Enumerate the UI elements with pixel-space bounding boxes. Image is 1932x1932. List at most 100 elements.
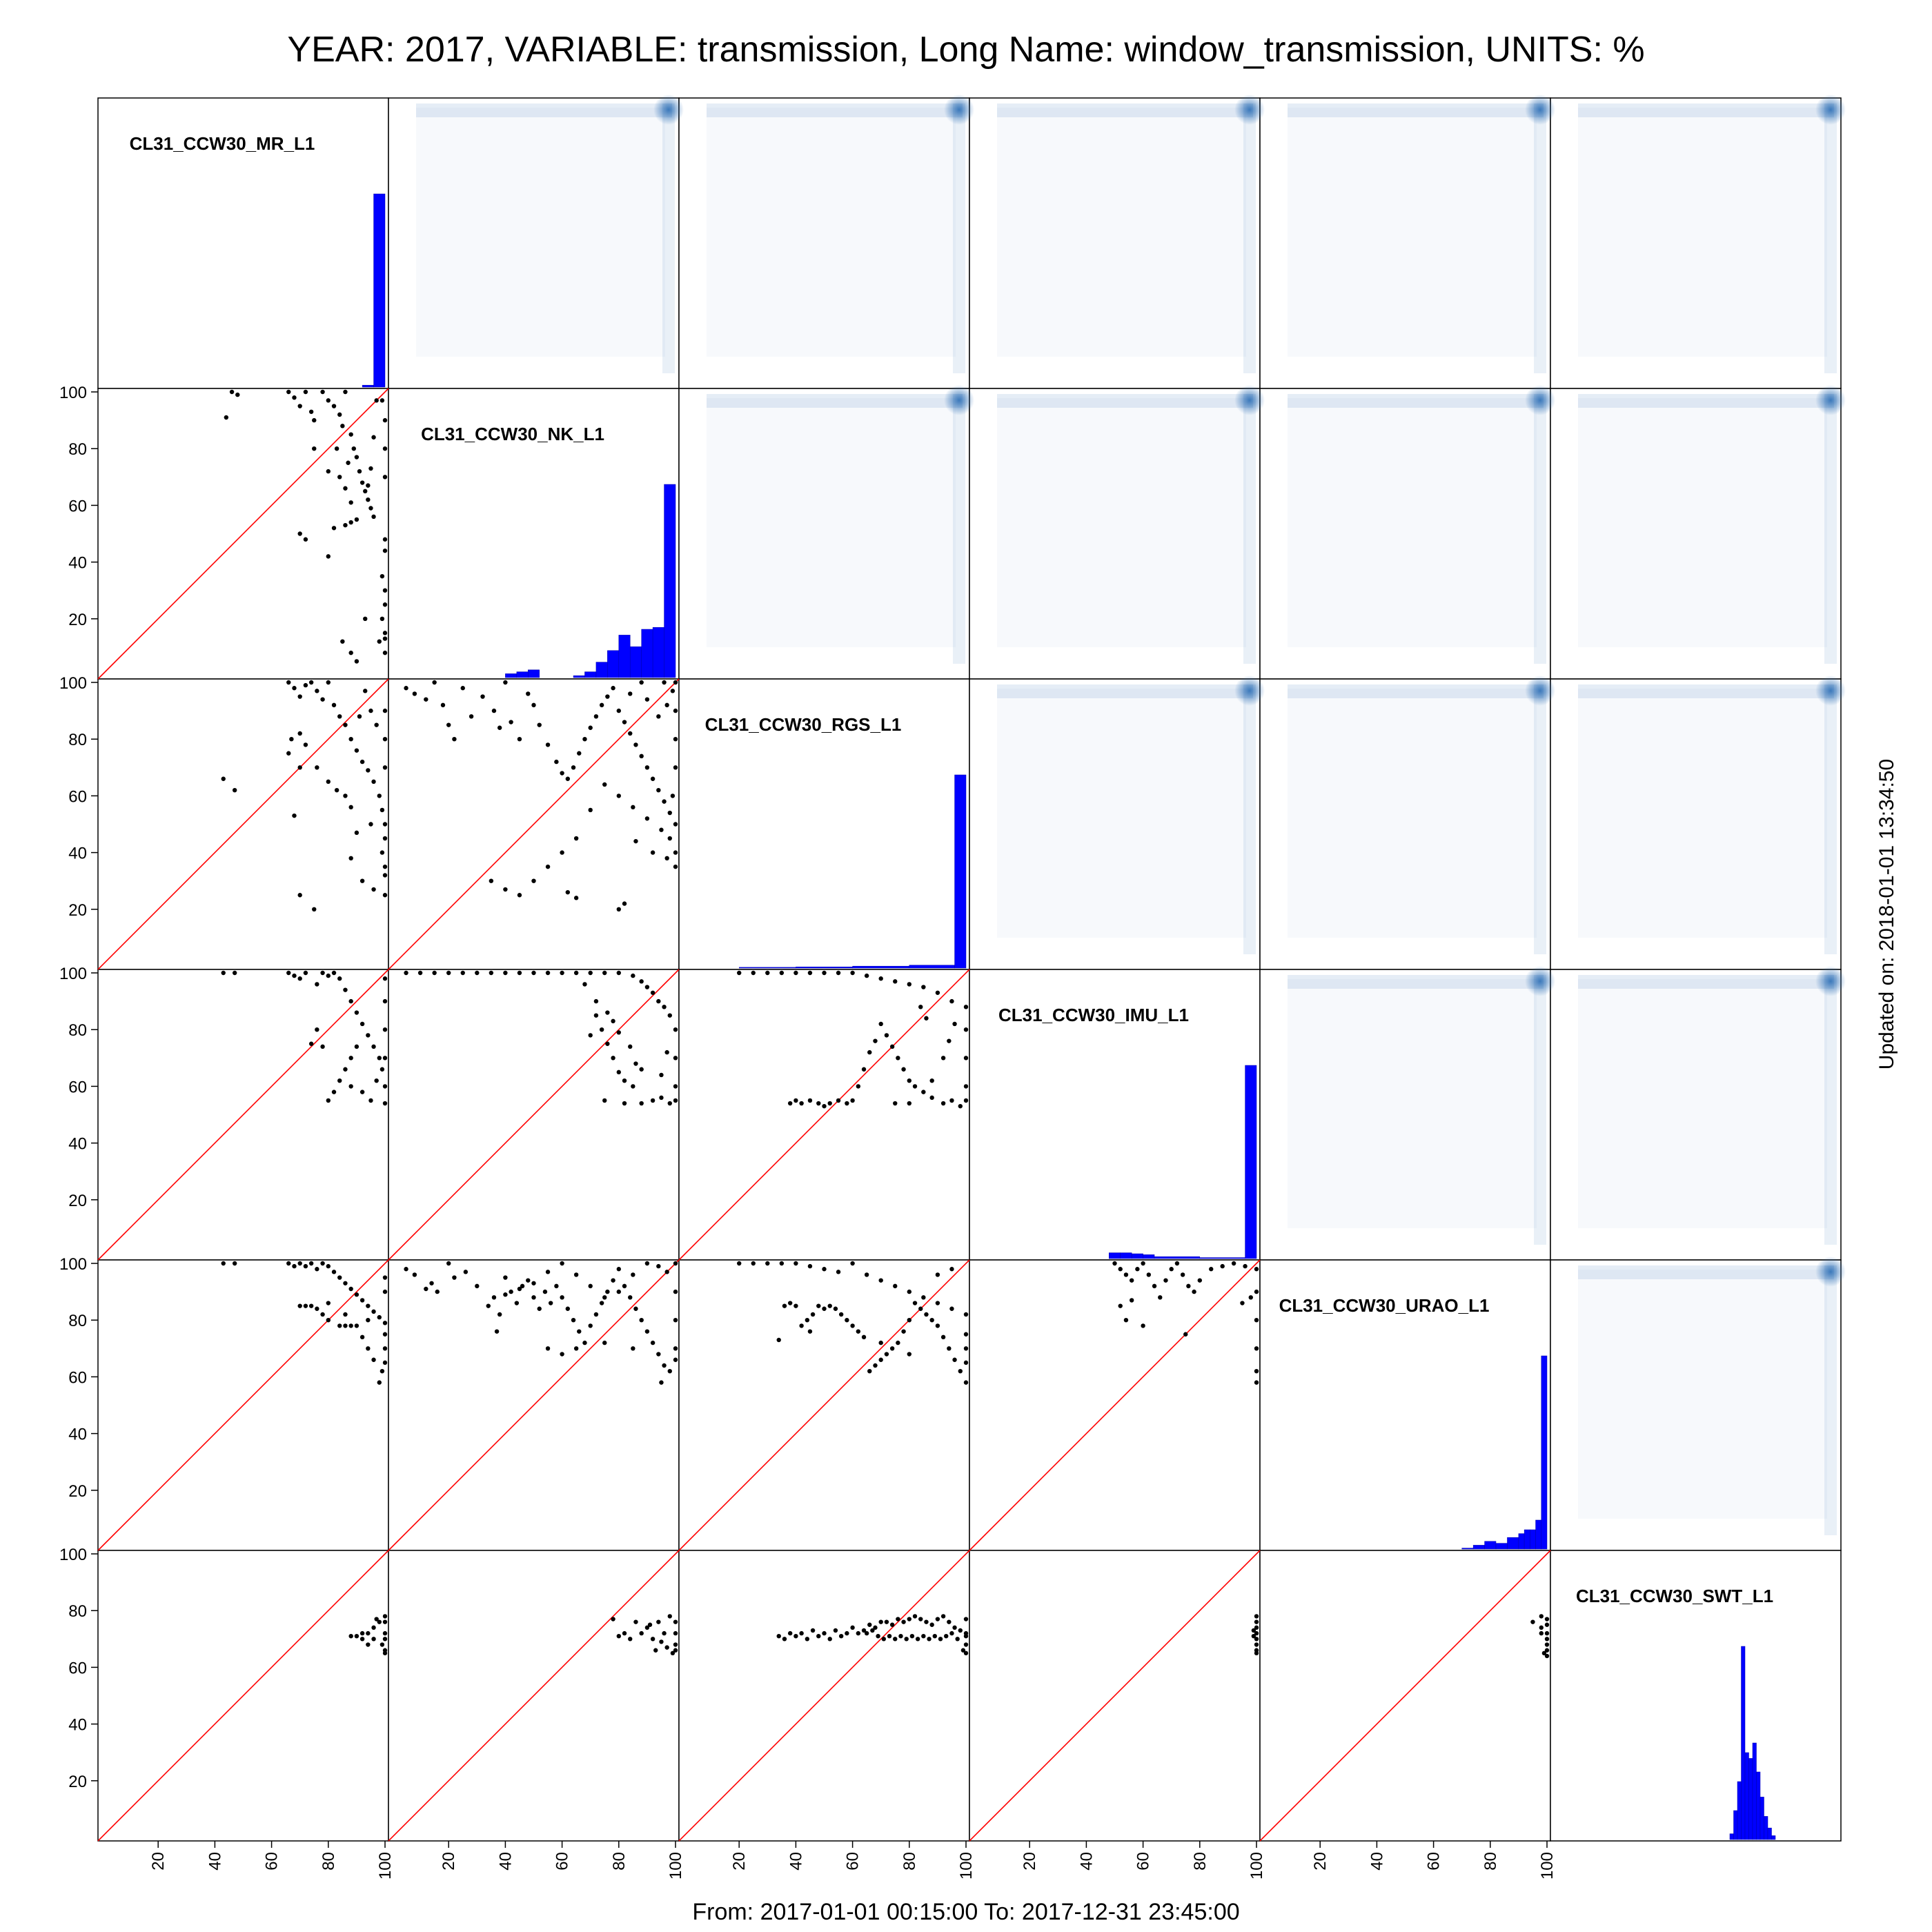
scatter-point xyxy=(374,722,379,727)
identity-line xyxy=(97,388,389,680)
scatter-point xyxy=(475,970,480,976)
density-band-right xyxy=(1824,975,1837,1245)
scatter-point xyxy=(560,1352,564,1357)
scatter-point xyxy=(816,1303,821,1308)
scatter-point xyxy=(348,856,353,861)
scatter-panel xyxy=(404,970,678,1106)
x-tick-label: 60 xyxy=(1134,1852,1153,1871)
y-tick-label: 20 xyxy=(68,1773,87,1791)
scatter-point xyxy=(509,720,513,724)
identity-line xyxy=(678,969,970,1261)
scatter-point xyxy=(221,970,226,976)
histogram-bar xyxy=(1495,1543,1508,1550)
scatter-point xyxy=(918,1617,923,1621)
identity-line xyxy=(969,1259,1261,1551)
y-tick-label: 20 xyxy=(68,901,87,920)
scatter-point xyxy=(565,776,571,781)
scatter-point xyxy=(599,702,604,708)
scatter-point xyxy=(348,805,353,810)
panel-frame xyxy=(1259,678,1551,970)
x-tick-label: 20 xyxy=(730,1852,749,1871)
scatter-point xyxy=(359,1090,365,1094)
scatter-point xyxy=(838,1312,844,1317)
scatter-point xyxy=(1544,1648,1550,1653)
scatter-point xyxy=(963,1027,969,1032)
density-panel xyxy=(1578,385,1846,664)
scatter-point xyxy=(1544,1642,1550,1647)
scatter-point xyxy=(340,424,345,428)
scatter-point xyxy=(382,1650,388,1656)
panel-frame xyxy=(1550,1550,1842,1842)
scatter-point xyxy=(616,1633,621,1639)
density-wash xyxy=(1288,979,1537,1228)
y-tick-label: 40 xyxy=(68,1135,87,1154)
scatter-point xyxy=(765,970,770,976)
scatter-point xyxy=(963,1642,969,1647)
scatter-point xyxy=(924,1016,929,1021)
scatter-point xyxy=(605,1010,610,1015)
scatter-point xyxy=(354,748,359,753)
diagonal-variable-label: CL31_CCW30_SWT_L1 xyxy=(1576,1586,1773,1606)
histogram-bar xyxy=(641,629,653,678)
scatter-point xyxy=(382,1332,388,1337)
scatter-point xyxy=(673,1261,678,1266)
scatter-panel xyxy=(737,1261,969,1385)
scatter-point xyxy=(864,973,869,978)
density-peak xyxy=(944,385,974,415)
scatter-point xyxy=(639,1101,644,1106)
scatter-point xyxy=(348,520,353,525)
scatter-point xyxy=(354,1633,359,1639)
scatter-point xyxy=(404,686,408,691)
scatter-point xyxy=(667,836,672,841)
scatter-point xyxy=(348,998,353,1004)
scatter-point xyxy=(503,680,508,685)
scatter-point xyxy=(312,417,317,423)
x-tick-label: 80 xyxy=(319,1852,338,1871)
scatter-point xyxy=(379,573,385,579)
scatter-point xyxy=(446,722,451,727)
scatter-point xyxy=(650,1098,656,1103)
x-tick-label: 80 xyxy=(1191,1852,1210,1871)
histogram-bar xyxy=(909,965,955,969)
scatter-point xyxy=(368,1098,373,1103)
scatter-point xyxy=(1254,1346,1259,1351)
scatter-point xyxy=(315,689,319,693)
scatter-point xyxy=(912,1084,918,1089)
scatter-point xyxy=(363,489,368,494)
scatter-point xyxy=(664,856,669,861)
density-wash xyxy=(997,689,1246,938)
scatter-point xyxy=(602,782,607,787)
scatter-point xyxy=(337,714,342,719)
scatter-point xyxy=(565,1306,571,1311)
scatter-point xyxy=(382,893,388,898)
scatter-point xyxy=(526,691,531,696)
scatter-point xyxy=(292,973,297,978)
y-tick-label: 60 xyxy=(68,787,87,806)
scatter-point xyxy=(1254,1289,1259,1294)
identity-line xyxy=(678,1550,970,1842)
histogram-bar xyxy=(1744,1752,1749,1840)
scatter-point xyxy=(308,1261,314,1266)
histogram-bar xyxy=(1756,1771,1761,1840)
scatter-point xyxy=(673,1357,678,1362)
y-tick-label: 40 xyxy=(68,1426,87,1444)
scatter-point xyxy=(650,850,656,855)
scatter-point xyxy=(644,1261,650,1266)
scatter-point xyxy=(371,779,376,785)
scatter-point xyxy=(382,602,388,607)
scatter-point xyxy=(337,1275,342,1280)
scatter-point xyxy=(573,836,579,841)
histogram-bar xyxy=(1154,1256,1201,1259)
scatter-point xyxy=(918,1306,923,1311)
scatter-point xyxy=(368,466,373,471)
scatter-point xyxy=(354,1010,359,1015)
scatter-point xyxy=(320,1261,325,1266)
scatter-point xyxy=(884,1619,889,1624)
scatter-point xyxy=(915,1637,920,1642)
scatter-point xyxy=(348,432,353,437)
scatter-point xyxy=(545,1346,551,1351)
scatter-point xyxy=(320,1044,325,1049)
density-band-right xyxy=(1824,103,1837,373)
scatter-point xyxy=(382,873,388,878)
density-wash xyxy=(997,398,1246,647)
